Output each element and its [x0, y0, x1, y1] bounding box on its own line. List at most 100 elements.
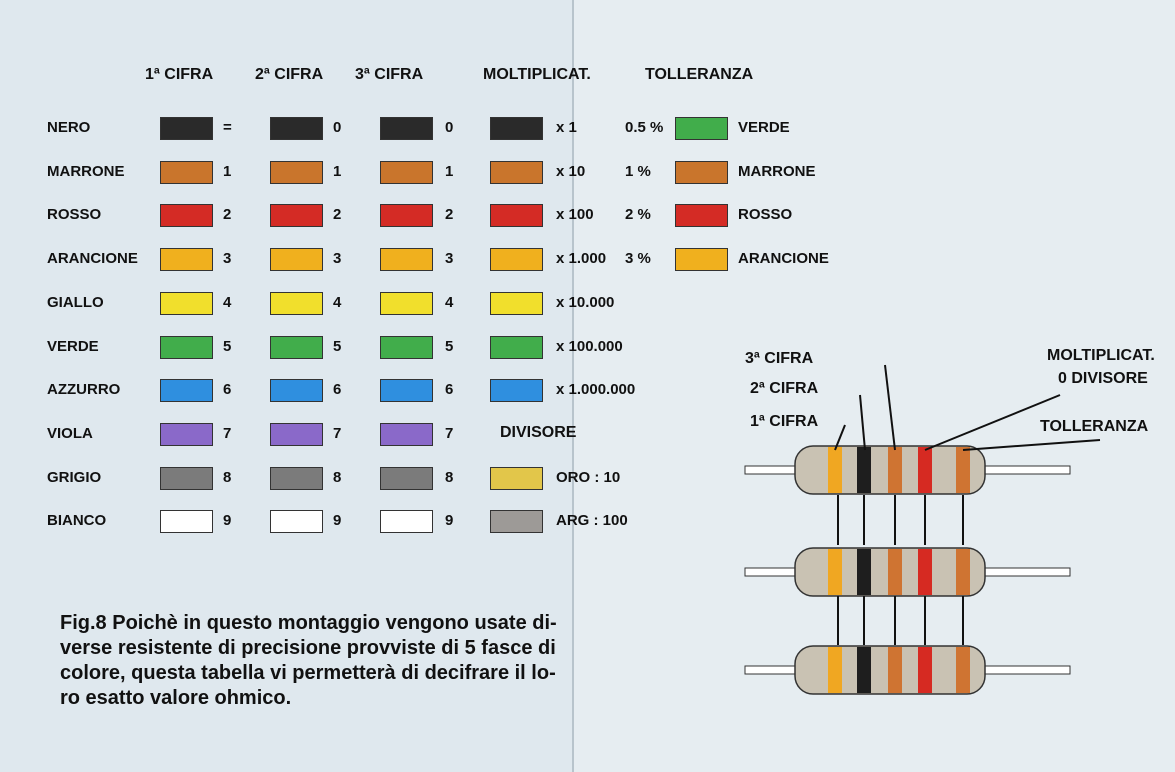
color-swatch — [380, 248, 433, 272]
color-swatch — [160, 291, 213, 315]
digit: 0 — [445, 119, 454, 136]
digit: 1 — [223, 162, 232, 180]
color-swatch — [270, 204, 323, 228]
color-swatch — [380, 335, 433, 359]
digit: 2 — [333, 206, 342, 224]
multiplier: x 1 — [556, 119, 577, 136]
diagram-label: 2ª CIFRA — [750, 380, 819, 397]
band — [888, 549, 902, 595]
tolerance-name: VERDE — [738, 119, 790, 136]
caption-line: colore, questa tabella vi permetterà di … — [60, 662, 556, 684]
color-swatch — [675, 117, 728, 140]
digit: 3 — [333, 250, 342, 268]
color-swatch — [380, 466, 433, 490]
digit: 1 — [333, 162, 342, 180]
digit: 4 — [445, 293, 454, 311]
diagram-label: 1ª CIFRA — [750, 413, 819, 430]
caption-line: Fig.8 Poichè in questo montaggio vengono… — [60, 612, 557, 634]
divisor: ORO : 10 — [556, 468, 621, 486]
digit: 8 — [445, 468, 454, 486]
color-swatch — [675, 204, 728, 228]
color-name: NERO — [47, 119, 91, 136]
color-swatch — [380, 422, 433, 446]
digit: 6 — [333, 381, 342, 399]
color-swatch — [380, 510, 433, 534]
diagram-label: 0 DIVISORE — [1058, 370, 1148, 387]
color-swatch — [160, 160, 213, 184]
digit: 7 — [445, 424, 454, 442]
leader-line — [924, 394, 1061, 451]
multiplier: x 100.000 — [556, 337, 623, 355]
band — [956, 549, 970, 595]
column-header: TOLLERANZA — [645, 66, 754, 83]
color-swatch — [160, 466, 213, 490]
color-swatch — [490, 335, 543, 359]
digit: 4 — [223, 293, 232, 311]
band — [828, 549, 842, 595]
digit: 3 — [445, 250, 454, 268]
tolerance-name: MARRONE — [738, 162, 816, 180]
color-swatch — [490, 379, 543, 403]
color-swatch — [490, 248, 543, 272]
color-swatch — [490, 117, 543, 140]
digit: 9 — [333, 512, 342, 530]
color-swatch — [160, 248, 213, 272]
color-name: ROSSO — [47, 206, 102, 224]
column-header: MOLTIPLICAT. — [483, 66, 591, 83]
band — [918, 647, 932, 693]
color-swatch — [380, 379, 433, 403]
band — [956, 447, 970, 493]
color-swatch — [270, 335, 323, 359]
multiplier: x 1.000 — [556, 250, 607, 268]
leader-line — [834, 424, 846, 451]
band — [828, 447, 842, 493]
right-column — [572, 0, 1175, 772]
color-swatch — [160, 117, 213, 140]
band — [888, 647, 902, 693]
color-name: VERDE — [47, 337, 99, 355]
diagram-label: TOLLERANZA — [1040, 418, 1149, 435]
multiplier: x 100 — [556, 206, 594, 224]
color-swatch — [270, 117, 323, 140]
color-swatch — [675, 248, 728, 272]
digit: 9 — [223, 512, 232, 530]
digit: 8 — [223, 468, 232, 486]
color-swatch — [380, 204, 433, 228]
divisor: ARG : 100 — [556, 512, 628, 530]
color-swatch — [490, 204, 543, 228]
multiplier: x 10.000 — [556, 293, 615, 311]
digit: 3 — [223, 250, 232, 268]
digit: 6 — [223, 381, 232, 399]
diagram-label: 3ª CIFRA — [745, 350, 814, 367]
color-swatch — [160, 510, 213, 534]
color-swatch — [490, 291, 543, 315]
color-name: GIALLO — [47, 293, 104, 311]
tolerance-percent: 3 % — [625, 250, 651, 268]
color-swatch — [270, 160, 323, 184]
color-name: ARANCIONE — [47, 250, 138, 268]
band — [857, 549, 871, 595]
band — [857, 647, 871, 693]
color-swatch — [380, 291, 433, 315]
color-swatch — [380, 117, 433, 140]
color-name: GRIGIO — [47, 468, 102, 486]
digit: 9 — [445, 512, 454, 530]
color-swatch — [270, 510, 323, 534]
multiplier: x 10 — [556, 162, 586, 180]
column-header: 1ª CIFRA — [145, 66, 214, 83]
tolerance-percent: 2 % — [625, 206, 651, 224]
digit: 7 — [333, 424, 342, 442]
color-swatch — [270, 248, 323, 272]
color-name: AZZURRO — [47, 381, 121, 399]
color-swatch — [270, 466, 323, 490]
band — [888, 447, 902, 493]
digit: 4 — [333, 293, 342, 311]
color-swatch — [160, 379, 213, 403]
digit: 6 — [445, 381, 454, 399]
leader-line — [962, 439, 1101, 451]
tolerance-percent: 1 % — [625, 162, 651, 180]
band — [857, 447, 871, 493]
color-swatch — [160, 335, 213, 359]
leader-line — [884, 364, 896, 451]
